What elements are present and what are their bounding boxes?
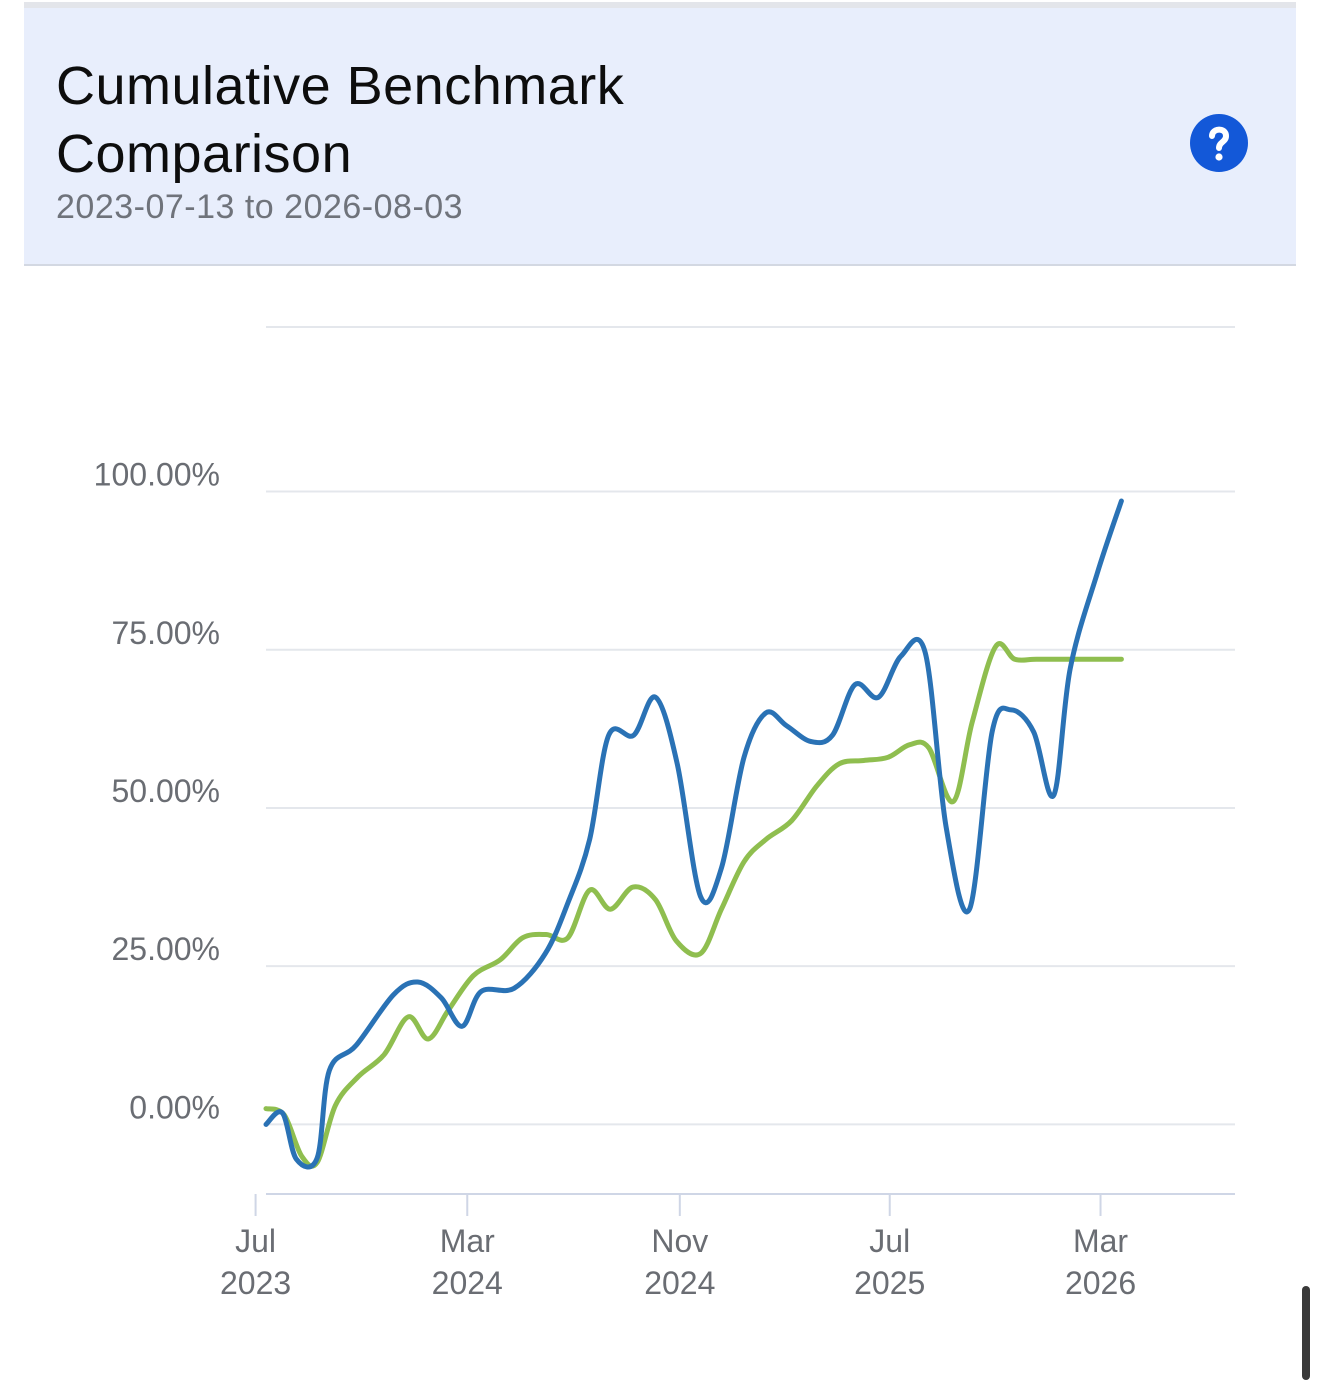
- question-mark-icon: [1209, 126, 1230, 161]
- help-button[interactable]: [1190, 114, 1248, 172]
- x-tick-label: Nov: [651, 1223, 708, 1259]
- top-divider: [24, 2, 1296, 8]
- y-tick-label: 50.00%: [111, 773, 220, 809]
- x-axis: Jul 2023 Mar 2024 Nov 2024 Jul 2025 Mar 2026: [220, 1193, 1235, 1301]
- y-tick-label: 0.00%: [129, 1089, 220, 1125]
- scrollbar[interactable]: [1302, 1286, 1310, 1380]
- y-tick-label: 25.00%: [111, 931, 220, 967]
- chart-title: Cumulative Benchmark Comparison: [56, 56, 625, 184]
- series-line-blue: [263, 498, 1124, 1170]
- line-chart: 0.00% 25.00% 50.00% 75.00% 100.00% Jul 2023 Ma…: [94, 326, 1235, 1301]
- x-tick-label: 2024: [432, 1265, 503, 1301]
- x-tick-label: 2025: [854, 1265, 925, 1301]
- x-tick-label: 2023: [220, 1265, 291, 1301]
- x-tick-label: 2024: [644, 1265, 715, 1301]
- y-axis-labels: 0.00% 25.00% 50.00% 75.00% 100.00%: [94, 457, 220, 1126]
- grid-lines: [266, 326, 1235, 1126]
- series-lines: [263, 498, 1124, 1170]
- y-tick-label: 75.00%: [111, 615, 220, 651]
- chart-header: Cumulative Benchmark Comparison 2023-07-…: [24, 8, 1296, 266]
- series-line-green: [263, 641, 1124, 1169]
- date-range: 2023-07-13 to 2026-08-03: [56, 188, 464, 226]
- x-tick-label: Jul: [869, 1223, 910, 1259]
- x-tick-label: Jul: [235, 1223, 276, 1259]
- y-tick-label: 100.00%: [94, 457, 220, 493]
- x-tick-label: 2026: [1065, 1265, 1136, 1301]
- x-tick-label: Mar: [440, 1223, 495, 1259]
- x-tick-label: Mar: [1073, 1223, 1128, 1259]
